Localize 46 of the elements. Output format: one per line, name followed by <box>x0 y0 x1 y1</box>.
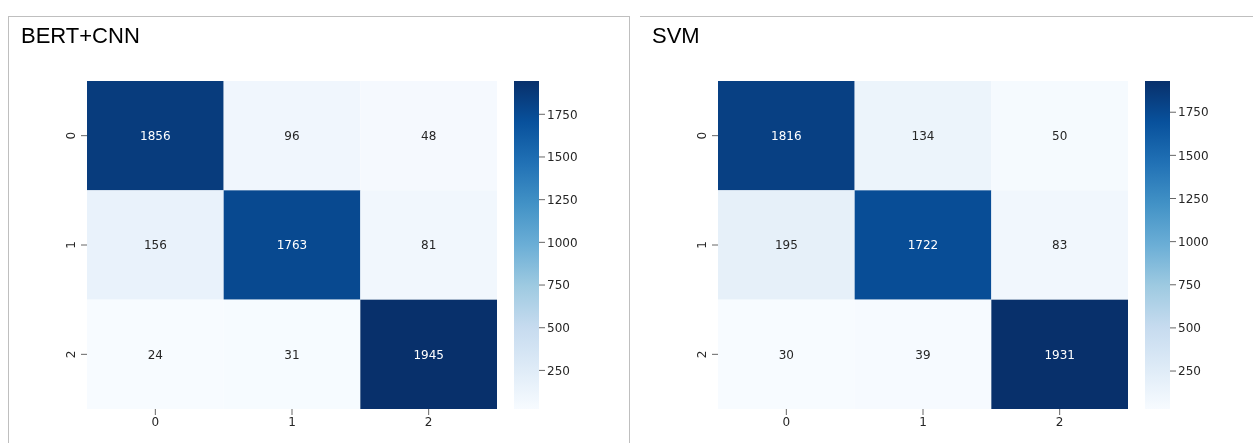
color-bar-label: 1750 <box>1178 105 1209 120</box>
y-tick-label: 2 <box>64 350 78 359</box>
data-label: 81 <box>421 238 437 253</box>
color-bar-label: 250 <box>547 363 570 378</box>
x-tick-label: 2 <box>424 414 433 429</box>
x-tick-label: 1 <box>919 414 927 429</box>
data-label: 50 <box>1052 128 1068 143</box>
chart-title: SVM <box>652 23 700 49</box>
data-label: 1816 <box>771 128 802 143</box>
y-tick-label: 1 <box>64 241 78 249</box>
y-tick-label: 0 <box>64 131 78 140</box>
data-label: 1945 <box>413 347 444 362</box>
data-label: 134 <box>911 128 935 143</box>
data-label: 96 <box>284 128 300 143</box>
data-label: 1763 <box>276 238 308 253</box>
color-bar-label: 500 <box>1178 321 1201 336</box>
color-bar-label: 750 <box>1178 278 1201 293</box>
x-tick-label: 0 <box>782 414 791 429</box>
color-bar-label: 500 <box>547 320 570 335</box>
data-label: 30 <box>778 347 794 362</box>
y-tick-label: 2 <box>695 350 709 359</box>
y-tick-label: 1 <box>695 241 709 249</box>
color-bar-label: 1250 <box>547 192 578 207</box>
y-tick-label: 0 <box>695 131 709 140</box>
color-bar-label: 1750 <box>547 107 578 122</box>
color-bar-label: 1000 <box>547 235 578 250</box>
color-bar-label: 1000 <box>1178 234 1209 249</box>
x-tick-label: 1 <box>288 414 296 429</box>
data-label: 156 <box>143 238 167 253</box>
color-bar-label: 1500 <box>1178 148 1209 163</box>
data-label: 1856 <box>140 128 171 143</box>
data-label: 24 <box>147 347 163 362</box>
chart-title: BERT+CNN <box>21 23 140 49</box>
data-label: 31 <box>284 347 300 362</box>
data-label: 48 <box>421 128 437 143</box>
x-tick-label: 0 <box>151 414 160 429</box>
color-bar-label: 250 <box>1178 364 1201 379</box>
color-bar-label: 750 <box>547 278 570 293</box>
data-label: 195 <box>774 238 798 253</box>
color-bar-label: 1500 <box>547 150 578 165</box>
x-tick-label: 2 <box>1055 414 1064 429</box>
data-label: 83 <box>1052 238 1068 253</box>
color-bar-label: 1250 <box>1178 191 1209 206</box>
data-label: 1722 <box>907 238 939 253</box>
data-label: 39 <box>915 347 931 362</box>
data-label: 1931 <box>1044 347 1075 362</box>
